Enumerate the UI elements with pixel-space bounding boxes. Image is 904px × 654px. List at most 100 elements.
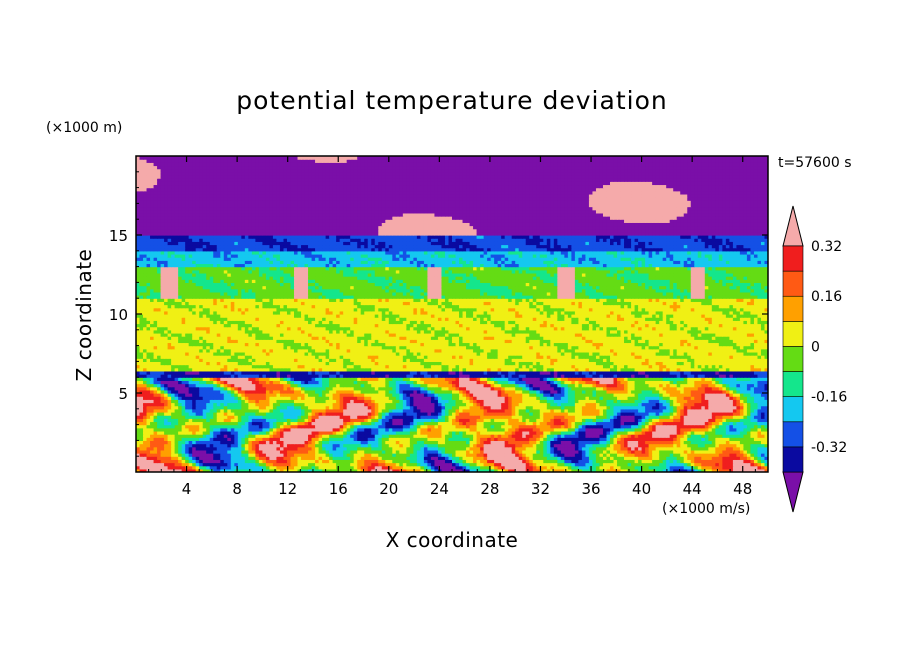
- field-cell: [392, 449, 397, 454]
- field-cell: [687, 446, 692, 451]
- field-cell: [683, 468, 688, 472]
- field-cell: [511, 462, 516, 467]
- field-cell: [501, 462, 506, 467]
- field-cell: [620, 446, 625, 451]
- field-cell: [164, 468, 169, 472]
- field-cell: [518, 462, 523, 467]
- field-cell: [680, 449, 685, 454]
- field-cell: [248, 446, 253, 451]
- field-cell: [760, 468, 766, 472]
- field-cell: [701, 449, 706, 454]
- field-cell: [395, 453, 400, 457]
- field-cell: [430, 465, 436, 470]
- field-cell: [704, 459, 709, 464]
- field-cell: [595, 446, 601, 451]
- field-cell: [581, 462, 587, 467]
- field-cell: [480, 453, 485, 457]
- field-cell: [564, 453, 569, 457]
- field-cell: [283, 453, 288, 457]
- field-cell: [578, 462, 583, 467]
- field-cell: [624, 453, 629, 457]
- field-cell: [750, 462, 755, 467]
- field-cell: [234, 456, 239, 460]
- field-cell: [315, 456, 320, 460]
- field-cell: [550, 465, 555, 470]
- field-cell: [494, 453, 499, 457]
- field-cell: [560, 449, 565, 454]
- field-cell: [399, 462, 404, 467]
- field-cell: [371, 468, 376, 472]
- field-cell: [722, 459, 727, 464]
- field-cell: [290, 468, 295, 472]
- field-cell: [504, 449, 509, 454]
- field-cell: [290, 453, 295, 457]
- field-cell: [171, 462, 176, 467]
- field-cell: [234, 453, 239, 457]
- field-cell: [662, 449, 667, 454]
- field-cell: [606, 456, 611, 460]
- field-cell: [588, 459, 594, 464]
- field-cell: [174, 462, 179, 467]
- field-cell: [581, 465, 587, 470]
- field-cell: [395, 462, 400, 467]
- field-cell: [543, 456, 548, 460]
- field-cell: [711, 446, 716, 451]
- field-cell: [648, 462, 653, 467]
- field-cell: [437, 453, 443, 457]
- field-cell: [279, 462, 285, 467]
- field-cell: [504, 462, 509, 467]
- field-cell: [167, 449, 172, 454]
- field-cell: [272, 449, 278, 454]
- field-cell: [676, 449, 681, 454]
- field-cell: [543, 446, 548, 451]
- field-cell: [739, 465, 745, 470]
- field-cell: [339, 465, 344, 470]
- field-cell: [157, 465, 162, 470]
- field-cell: [687, 456, 692, 460]
- field-cell: [645, 462, 650, 467]
- field-cell: [395, 456, 400, 460]
- field-cell: [764, 449, 768, 454]
- field-cell: [694, 446, 699, 451]
- field-cell: [543, 462, 548, 467]
- field-cell: [346, 462, 351, 467]
- field-cell: [501, 449, 506, 454]
- field-cell: [286, 449, 292, 454]
- field-cell: [543, 468, 548, 472]
- field-cell: [469, 446, 474, 451]
- field-cell: [202, 446, 207, 451]
- field-cell: [227, 453, 232, 457]
- field-cell: [638, 453, 643, 457]
- field-cell: [244, 462, 249, 467]
- field-cell: [539, 459, 544, 464]
- field-cell: [343, 459, 348, 464]
- field-cell: [743, 462, 748, 467]
- field-cell: [631, 462, 636, 467]
- field-cell: [395, 446, 400, 451]
- field-cell: [676, 459, 681, 464]
- field-cell: [715, 459, 720, 464]
- field-cell: [690, 446, 695, 451]
- field-cell: [441, 449, 446, 454]
- field-cell: [213, 453, 218, 457]
- field-cell: [157, 456, 162, 460]
- field-cell: [708, 468, 713, 472]
- field-cell: [350, 456, 355, 460]
- field-cell: [732, 459, 737, 464]
- field-cell: [322, 446, 327, 451]
- field-cell: [655, 468, 660, 472]
- field-cell: [750, 453, 755, 457]
- field-cell: [174, 453, 179, 457]
- field-cell: [308, 456, 313, 460]
- field-cell: [648, 456, 653, 460]
- field-cell: [237, 459, 242, 464]
- field-cell: [501, 453, 506, 457]
- field-cell: [462, 446, 467, 451]
- field-cell: [729, 465, 734, 470]
- field-cell: [469, 468, 474, 472]
- field-cell: [178, 453, 183, 457]
- field-cell: [487, 468, 492, 472]
- field-cell: [304, 446, 309, 451]
- field-cell: [655, 446, 660, 451]
- field-cell: [420, 449, 425, 454]
